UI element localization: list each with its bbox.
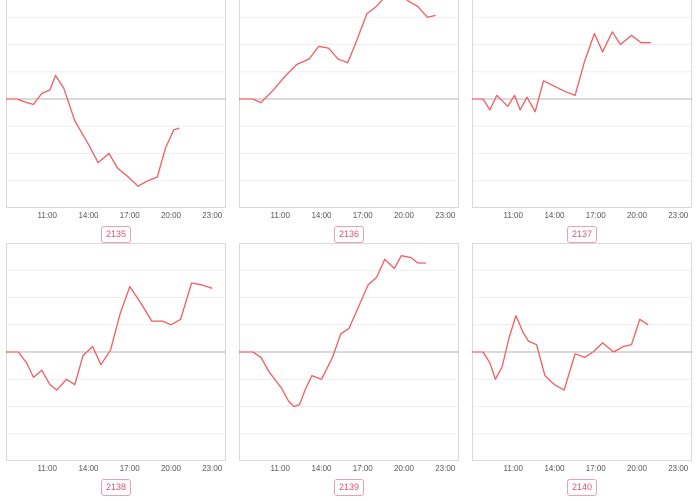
plot-frame [6,0,226,208]
series-line [6,282,213,391]
line-chart: 11:00 14:00 17:00 20:00 23:00 [6,243,226,473]
x-tick-label: 11:00 [271,464,291,473]
chart-label-badge[interactable]: 2136 [333,226,365,243]
chart-panel-2135: 11:00 14:00 17:00 20:00 23:00 2135 [6,0,226,243]
chart-label-badge[interactable]: 2139 [333,479,365,496]
series-line [6,74,180,187]
x-tick-label: 23:00 [435,211,456,220]
series-line [472,31,651,113]
x-tick-label: 14:00 [78,211,99,220]
chart-label-badge[interactable]: 2137 [566,226,598,243]
chart-panel-2139: 11:00 14:00 17:00 20:00 23:00 2139 [239,243,459,496]
line-chart: 11:00 14:00 17:00 20:00 23:00 [472,0,692,220]
x-tick-label: 14:00 [311,464,332,473]
series-line [472,315,649,391]
x-tick-label: 11:00 [38,464,58,473]
x-tick-label: 17:00 [586,464,607,473]
line-chart: 11:00 14:00 17:00 20:00 23:00 [239,243,459,473]
chart-label-badge[interactable]: 2138 [100,479,132,496]
x-tick-label: 20:00 [161,211,182,220]
x-tick-label: 23:00 [202,464,223,473]
x-tick-label: 23:00 [202,211,223,220]
chart-label-badge[interactable]: 2140 [566,479,598,496]
x-tick-label: 20:00 [627,211,648,220]
series-line [239,0,436,104]
x-tick-label: 17:00 [120,211,141,220]
x-tick-label: 14:00 [544,211,565,220]
x-tick-label: 14:00 [311,211,332,220]
x-tick-label: 17:00 [353,211,374,220]
x-tick-label: 23:00 [668,211,689,220]
series-line [239,255,426,408]
x-tick-label: 17:00 [120,464,141,473]
x-tick-label: 23:00 [435,464,456,473]
x-tick-label: 20:00 [627,464,648,473]
chart-panel-2138: 11:00 14:00 17:00 20:00 23:00 2138 [6,243,226,496]
chart-label-badge[interactable]: 2135 [100,226,132,243]
x-tick-label: 23:00 [668,464,689,473]
chart-panel-2140: 11:00 14:00 17:00 20:00 23:00 2140 [472,243,692,496]
chart-panel-2136: 11:00 14:00 17:00 20:00 23:00 2136 [239,0,459,243]
x-tick-label: 20:00 [161,464,182,473]
x-tick-label: 11:00 [504,211,524,220]
x-tick-label: 17:00 [353,464,374,473]
x-tick-label: 11:00 [38,211,58,220]
x-tick-label: 14:00 [544,464,565,473]
x-tick-label: 11:00 [504,464,524,473]
x-tick-label: 20:00 [394,464,415,473]
line-chart: 11:00 14:00 17:00 20:00 23:00 [472,243,692,473]
chart-panel-2137: 11:00 14:00 17:00 20:00 23:00 2137 [472,0,692,243]
x-tick-label: 11:00 [271,211,291,220]
x-tick-label: 14:00 [78,464,99,473]
line-chart: 11:00 14:00 17:00 20:00 23:00 [6,0,226,220]
plot-frame [239,0,459,208]
x-tick-label: 20:00 [394,211,415,220]
x-tick-label: 17:00 [586,211,607,220]
line-chart: 11:00 14:00 17:00 20:00 23:00 [239,0,459,220]
